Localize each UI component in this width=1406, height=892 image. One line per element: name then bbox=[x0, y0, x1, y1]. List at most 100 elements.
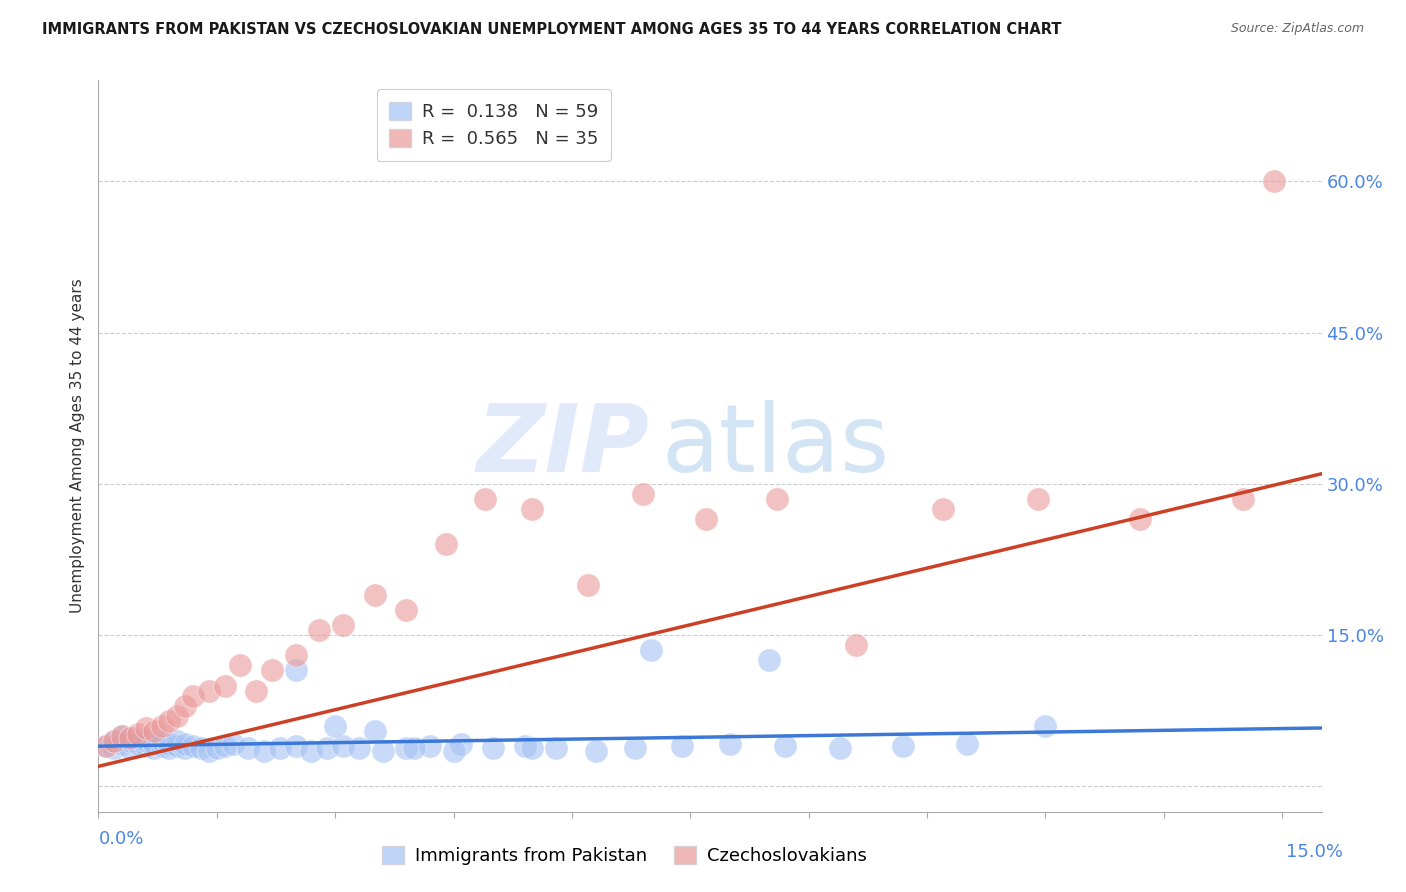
Point bbox=[159, 741, 181, 756]
Text: ZIP: ZIP bbox=[477, 400, 650, 492]
Point bbox=[142, 724, 165, 739]
Point bbox=[127, 737, 149, 751]
Point bbox=[111, 737, 134, 751]
Point bbox=[522, 741, 544, 756]
Point bbox=[474, 491, 496, 506]
Point bbox=[1035, 719, 1057, 733]
Point bbox=[166, 709, 188, 723]
Point bbox=[174, 698, 197, 713]
Point bbox=[932, 502, 955, 516]
Point bbox=[127, 731, 149, 745]
Point bbox=[166, 734, 188, 748]
Text: 15.0%: 15.0% bbox=[1285, 843, 1343, 861]
Point bbox=[395, 741, 418, 756]
Point bbox=[1232, 491, 1254, 506]
Point bbox=[395, 603, 418, 617]
Point bbox=[323, 719, 346, 733]
Point bbox=[773, 739, 796, 753]
Point bbox=[174, 741, 197, 756]
Point bbox=[434, 537, 457, 551]
Point bbox=[316, 741, 339, 756]
Point bbox=[671, 739, 693, 753]
Point bbox=[758, 653, 780, 667]
Point bbox=[284, 648, 307, 663]
Point bbox=[332, 618, 354, 632]
Point bbox=[253, 744, 276, 758]
Point bbox=[585, 744, 607, 758]
Point bbox=[159, 714, 181, 728]
Point bbox=[127, 727, 149, 741]
Point bbox=[640, 643, 662, 657]
Point bbox=[96, 739, 118, 753]
Point bbox=[198, 744, 221, 758]
Point bbox=[371, 744, 394, 758]
Point bbox=[135, 739, 157, 753]
Point bbox=[419, 739, 441, 753]
Point bbox=[96, 739, 118, 753]
Point bbox=[214, 739, 236, 753]
Point bbox=[181, 689, 204, 703]
Point bbox=[624, 741, 647, 756]
Y-axis label: Unemployment Among Ages 35 to 44 years: Unemployment Among Ages 35 to 44 years bbox=[70, 278, 86, 614]
Point bbox=[482, 741, 505, 756]
Point bbox=[443, 744, 465, 758]
Point bbox=[718, 737, 741, 751]
Point bbox=[450, 737, 472, 751]
Point bbox=[546, 741, 568, 756]
Point bbox=[284, 664, 307, 678]
Point bbox=[150, 719, 173, 733]
Point bbox=[308, 623, 330, 637]
Point bbox=[522, 502, 544, 516]
Point bbox=[142, 741, 165, 756]
Point bbox=[238, 741, 260, 756]
Point bbox=[347, 741, 370, 756]
Text: atlas: atlas bbox=[661, 400, 890, 492]
Point bbox=[695, 512, 717, 526]
Point bbox=[118, 731, 141, 745]
Point bbox=[332, 739, 354, 753]
Point bbox=[363, 724, 385, 739]
Point bbox=[135, 734, 157, 748]
Point bbox=[245, 683, 267, 698]
Point bbox=[766, 491, 789, 506]
Point bbox=[205, 741, 228, 756]
Point bbox=[190, 741, 212, 756]
Point bbox=[103, 734, 125, 748]
Point bbox=[103, 741, 125, 756]
Point bbox=[1263, 174, 1285, 188]
Point bbox=[174, 737, 197, 751]
Point bbox=[221, 737, 243, 751]
Point bbox=[150, 739, 173, 753]
Point bbox=[150, 734, 173, 748]
Point bbox=[631, 487, 654, 501]
Point bbox=[576, 578, 599, 592]
Point bbox=[260, 664, 283, 678]
Point bbox=[103, 734, 125, 748]
Text: 0.0%: 0.0% bbox=[98, 830, 143, 848]
Point bbox=[198, 683, 221, 698]
Point bbox=[118, 741, 141, 756]
Point bbox=[166, 739, 188, 753]
Point bbox=[142, 737, 165, 751]
Point bbox=[955, 737, 977, 751]
Point bbox=[830, 741, 852, 756]
Point bbox=[284, 739, 307, 753]
Point bbox=[181, 739, 204, 753]
Point bbox=[513, 739, 536, 753]
Point bbox=[214, 679, 236, 693]
Point bbox=[111, 729, 134, 743]
Point bbox=[269, 741, 291, 756]
Point bbox=[363, 588, 385, 602]
Point bbox=[404, 741, 426, 756]
Point bbox=[1129, 512, 1152, 526]
Text: IMMIGRANTS FROM PAKISTAN VS CZECHOSLOVAKIAN UNEMPLOYMENT AMONG AGES 35 TO 44 YEA: IMMIGRANTS FROM PAKISTAN VS CZECHOSLOVAK… bbox=[42, 22, 1062, 37]
Point bbox=[1026, 491, 1049, 506]
Point bbox=[135, 721, 157, 735]
Point bbox=[301, 744, 323, 758]
Point bbox=[229, 658, 252, 673]
Point bbox=[159, 737, 181, 751]
Point bbox=[845, 638, 868, 652]
Point bbox=[893, 739, 915, 753]
Point bbox=[118, 734, 141, 748]
Text: Source: ZipAtlas.com: Source: ZipAtlas.com bbox=[1230, 22, 1364, 36]
